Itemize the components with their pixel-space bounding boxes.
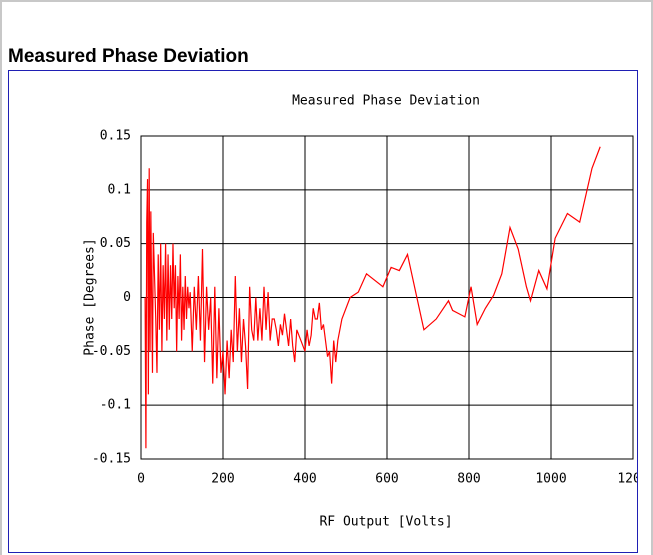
- x-tick-label: 200: [211, 472, 234, 487]
- x-tick-label: 600: [375, 472, 398, 487]
- x-tick-label: 1000: [535, 472, 566, 487]
- y-tick-label: 0.1: [108, 182, 131, 197]
- y-tick-label: -0.1: [100, 398, 131, 413]
- chart: Measured Phase Deviation RF Output [Volt…: [83, 94, 638, 530]
- x-tick-label: 800: [457, 472, 480, 487]
- y-tick-label: 0.15: [100, 129, 131, 144]
- y-tick-label: 0.05: [100, 236, 131, 251]
- chart-title: Measured Phase Deviation: [292, 94, 480, 109]
- x-tick-label: 1200: [617, 472, 637, 487]
- chart-frame: Measured Phase Deviation RF Output [Volt…: [8, 70, 638, 553]
- chart-canvas: Measured Phase Deviation RF Output [Volt…: [83, 94, 638, 530]
- y-tick-label: -0.15: [92, 452, 131, 467]
- x-tick-label: 0: [137, 472, 145, 487]
- x-axis-label: RF Output [Volts]: [319, 515, 452, 530]
- y-tick-label: 0: [123, 290, 131, 305]
- y-tick-label: -0.05: [92, 344, 131, 359]
- section-heading: Measured Phase Deviation: [8, 46, 249, 67]
- data-line: [144, 146, 601, 449]
- y-axis-label: Phase [Degrees]: [83, 238, 98, 355]
- x-tick-label: 400: [293, 472, 316, 487]
